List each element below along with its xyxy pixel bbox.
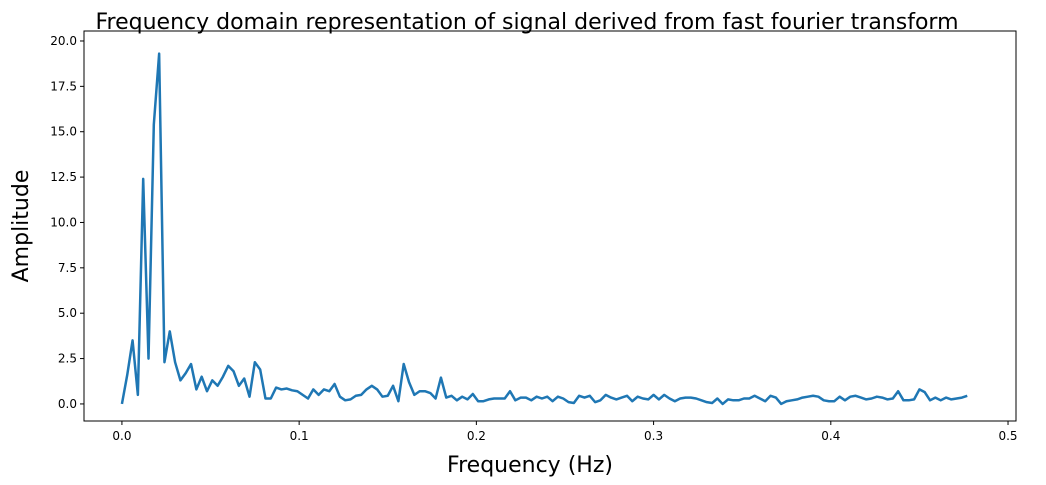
x-tick-label: 0.5 bbox=[998, 429, 1017, 443]
y-tick-label: 15.0 bbox=[50, 125, 77, 139]
y-tick-label: 0.0 bbox=[58, 397, 77, 411]
y-axis-label: Amplitude bbox=[9, 170, 34, 283]
y-tick-label: 5.0 bbox=[58, 306, 77, 320]
x-tick-label: 0.1 bbox=[290, 429, 309, 443]
y-tick-label: 2.5 bbox=[58, 352, 77, 366]
y-tick-label: 12.5 bbox=[50, 170, 77, 184]
x-tick-label: 0.2 bbox=[467, 429, 486, 443]
y-tick-label: 17.5 bbox=[50, 79, 77, 93]
plot-frame bbox=[83, 30, 1017, 422]
signal-line bbox=[120, 52, 968, 406]
y-tick-label: 7.5 bbox=[58, 261, 77, 275]
y-tick-label: 10.0 bbox=[50, 215, 77, 229]
y-tick-label: 20.0 bbox=[50, 34, 77, 48]
x-axis-label: Frequency (Hz) bbox=[447, 453, 613, 478]
x-tick-label: 0.3 bbox=[644, 429, 663, 443]
x-tick-label: 0.0 bbox=[112, 429, 131, 443]
x-tick-label: 0.4 bbox=[821, 429, 840, 443]
